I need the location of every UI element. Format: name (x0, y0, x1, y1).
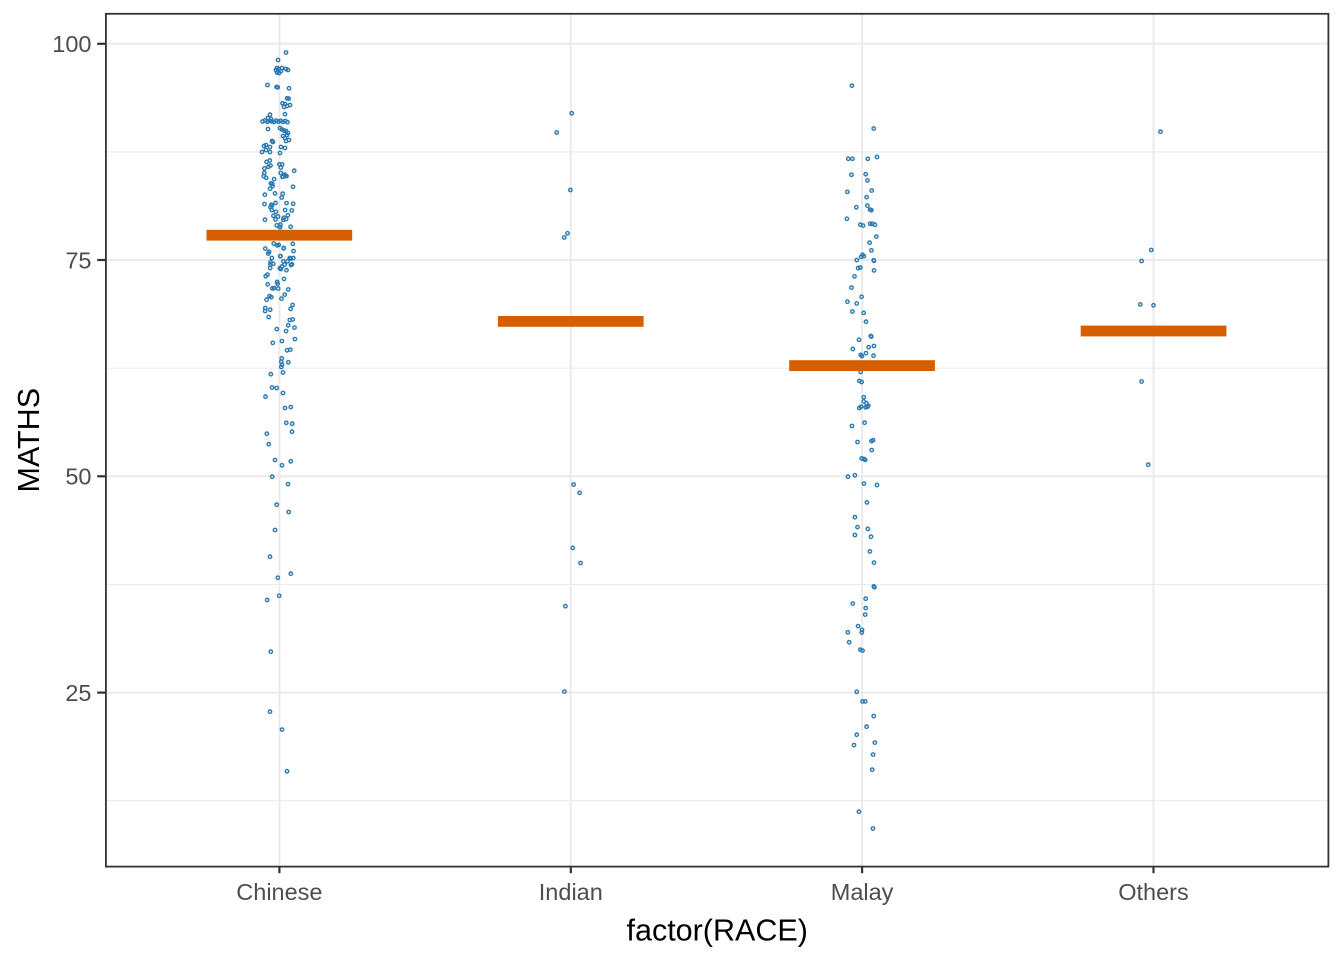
svg-text:Chinese: Chinese (236, 879, 322, 905)
svg-text:Malay: Malay (831, 879, 894, 905)
svg-text:25: 25 (65, 680, 91, 706)
svg-text:factor(RACE): factor(RACE) (627, 914, 808, 948)
svg-text:Indian: Indian (539, 879, 603, 905)
svg-text:100: 100 (52, 31, 91, 57)
svg-text:50: 50 (65, 464, 91, 490)
svg-text:Others: Others (1118, 879, 1189, 905)
svg-text:MATHS: MATHS (12, 388, 46, 493)
svg-text:75: 75 (65, 247, 91, 273)
